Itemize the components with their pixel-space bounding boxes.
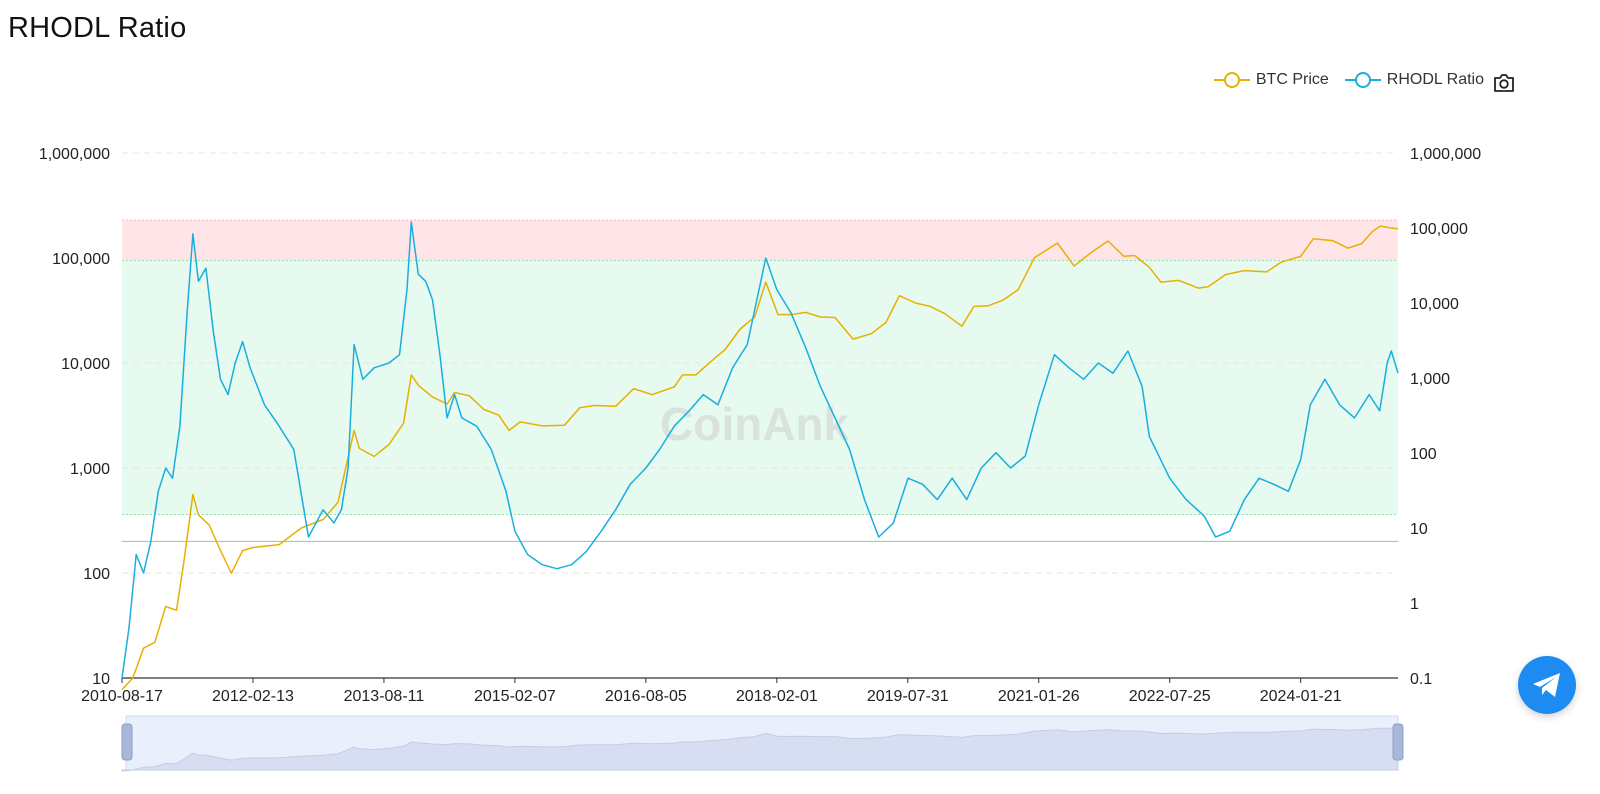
x-tick-label: 2022-07-25 <box>1129 688 1211 705</box>
x-tick-label: 2012-02-13 <box>212 688 294 705</box>
x-tick-label: 2024-01-21 <box>1260 688 1342 705</box>
page-title: RHODL Ratio <box>8 12 187 44</box>
legend-item-rhodl-ratio[interactable]: RHODL Ratio <box>1344 70 1484 90</box>
x-tick-label: 2021-01-26 <box>998 688 1080 705</box>
legend-label-btc-price: BTC Price <box>1255 71 1329 88</box>
y-left-tick-label: 1,000,000 <box>39 146 110 163</box>
y-right-tick-label: 0.1 <box>1410 671 1432 688</box>
y-left-tick-label: 10 <box>92 671 110 688</box>
y-right-tick-label: 10 <box>1410 521 1428 538</box>
telegram-icon <box>1533 673 1560 697</box>
y-right-tick-label: 1 <box>1410 596 1419 613</box>
zoom-handle-left[interactable] <box>121 723 133 761</box>
camera-icon[interactable] <box>1492 72 1516 94</box>
series-line-rhodl-ratio <box>121 221 1399 679</box>
x-tick-label: 2016-08-05 <box>605 688 687 705</box>
watermark: CoinAnk <box>660 398 850 450</box>
x-tick-label: 2019-07-31 <box>867 688 949 705</box>
legend-swatch-rhodl-ratio <box>1344 72 1381 88</box>
telegram-button[interactable] <box>1518 656 1576 714</box>
zoom-slider-preview <box>121 727 1399 772</box>
legend-item-btc-price[interactable]: BTC Price <box>1213 70 1329 90</box>
series-line-btc-price <box>121 225 1399 691</box>
y-left-tick-label: 1,000 <box>70 461 110 478</box>
x-tick-label: 2013-08-11 <box>344 688 425 705</box>
x-tick-label: 2010-08-17 <box>81 688 163 705</box>
y-left-tick-label: 100,000 <box>52 251 110 268</box>
y-right-tick-label: 1,000,000 <box>1410 146 1481 163</box>
y-right-tick-label: 1,000 <box>1410 371 1450 388</box>
chart-legend: BTC Price RHODL Ratio <box>1213 70 1484 90</box>
x-tick-label: 2015-02-07 <box>474 688 556 705</box>
y-left-tick-label: 10,000 <box>61 356 110 373</box>
y-right-tick-label: 100 <box>1410 446 1437 463</box>
legend-label-rhodl-ratio: RHODL Ratio <box>1386 71 1484 88</box>
legend-swatch-btc-price <box>1213 72 1250 88</box>
y-left-tick-label: 100 <box>83 566 110 583</box>
zoom-handle-right[interactable] <box>1392 723 1404 761</box>
y-right-tick-label: 10,000 <box>1410 296 1459 313</box>
x-tick-label: 2018-02-01 <box>736 688 818 705</box>
y-right-tick-label: 100,000 <box>1410 221 1468 238</box>
